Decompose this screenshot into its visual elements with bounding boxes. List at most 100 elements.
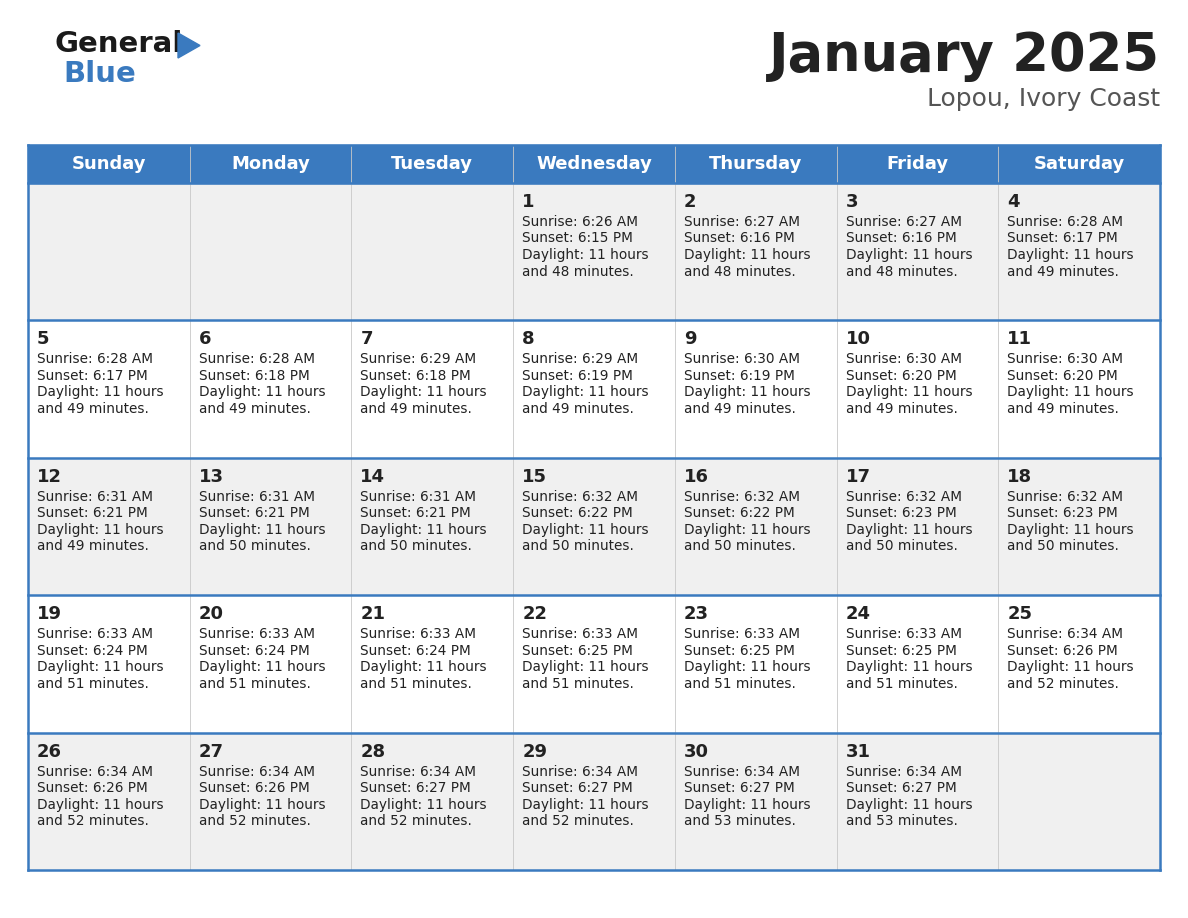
Text: Sunrise: 6:33 AM: Sunrise: 6:33 AM [37,627,153,641]
Text: 2: 2 [684,193,696,211]
Text: Daylight: 11 hours: Daylight: 11 hours [684,798,810,812]
Text: 16: 16 [684,468,709,486]
Text: and 51 minutes.: and 51 minutes. [360,677,473,690]
Text: 8: 8 [523,330,535,349]
Text: 27: 27 [198,743,223,761]
Text: Sunset: 6:18 PM: Sunset: 6:18 PM [360,369,472,383]
Text: Daylight: 11 hours: Daylight: 11 hours [523,522,649,537]
Bar [29,145,1159,183]
Text: Sunset: 6:24 PM: Sunset: 6:24 PM [198,644,309,657]
Text: 9: 9 [684,330,696,349]
Text: Daylight: 11 hours: Daylight: 11 hours [684,248,810,262]
Text: and 49 minutes.: and 49 minutes. [37,402,148,416]
Text: Sunrise: 6:28 AM: Sunrise: 6:28 AM [1007,215,1124,229]
Text: Sunrise: 6:34 AM: Sunrise: 6:34 AM [1007,627,1124,641]
Bar [29,595,1159,733]
Text: Sunset: 6:23 PM: Sunset: 6:23 PM [846,507,956,521]
Text: and 51 minutes.: and 51 minutes. [198,677,310,690]
Bar [29,733,1159,870]
Text: Sunset: 6:16 PM: Sunset: 6:16 PM [684,231,795,245]
Text: Sunrise: 6:31 AM: Sunrise: 6:31 AM [37,490,153,504]
Text: Sunset: 6:20 PM: Sunset: 6:20 PM [846,369,956,383]
Text: 20: 20 [198,605,223,623]
Text: Sunrise: 6:31 AM: Sunrise: 6:31 AM [198,490,315,504]
Text: 30: 30 [684,743,709,761]
Text: Sunrise: 6:30 AM: Sunrise: 6:30 AM [684,353,800,366]
Text: Sunset: 6:26 PM: Sunset: 6:26 PM [1007,644,1118,657]
Text: Sunset: 6:24 PM: Sunset: 6:24 PM [37,644,147,657]
Text: Daylight: 11 hours: Daylight: 11 hours [360,522,487,537]
Text: Sunrise: 6:26 AM: Sunrise: 6:26 AM [523,215,638,229]
Text: and 51 minutes.: and 51 minutes. [37,677,148,690]
Text: 17: 17 [846,468,871,486]
Text: and 50 minutes.: and 50 minutes. [198,539,310,554]
Text: Sunset: 6:27 PM: Sunset: 6:27 PM [684,781,795,795]
Text: Lopou, Ivory Coast: Lopou, Ivory Coast [927,87,1159,111]
Text: Daylight: 11 hours: Daylight: 11 hours [1007,522,1133,537]
Text: Daylight: 11 hours: Daylight: 11 hours [846,798,972,812]
Text: Sunset: 6:20 PM: Sunset: 6:20 PM [1007,369,1118,383]
Polygon shape [178,33,200,58]
Bar [29,320,1159,458]
Text: Sunrise: 6:29 AM: Sunrise: 6:29 AM [523,353,638,366]
Text: Daylight: 11 hours: Daylight: 11 hours [523,798,649,812]
Text: 28: 28 [360,743,386,761]
Text: and 50 minutes.: and 50 minutes. [684,539,796,554]
Text: 5: 5 [37,330,50,349]
Text: Sunset: 6:25 PM: Sunset: 6:25 PM [684,644,795,657]
Text: 19: 19 [37,605,62,623]
Text: Sunrise: 6:32 AM: Sunrise: 6:32 AM [1007,490,1124,504]
Text: and 49 minutes.: and 49 minutes. [1007,264,1119,278]
Text: Sunrise: 6:34 AM: Sunrise: 6:34 AM [523,765,638,778]
Text: and 52 minutes.: and 52 minutes. [360,814,473,828]
Text: Sunset: 6:21 PM: Sunset: 6:21 PM [360,507,472,521]
Text: Sunset: 6:27 PM: Sunset: 6:27 PM [523,781,633,795]
Text: Sunrise: 6:33 AM: Sunrise: 6:33 AM [360,627,476,641]
Text: 21: 21 [360,605,385,623]
Text: 23: 23 [684,605,709,623]
Text: 4: 4 [1007,193,1019,211]
Text: 26: 26 [37,743,62,761]
Text: Sunrise: 6:33 AM: Sunrise: 6:33 AM [684,627,800,641]
Text: Sunset: 6:15 PM: Sunset: 6:15 PM [523,231,633,245]
Text: 31: 31 [846,743,871,761]
Text: and 50 minutes.: and 50 minutes. [846,539,958,554]
Text: 22: 22 [523,605,548,623]
Text: Sunset: 6:25 PM: Sunset: 6:25 PM [846,644,956,657]
Text: Daylight: 11 hours: Daylight: 11 hours [37,522,164,537]
Text: Daylight: 11 hours: Daylight: 11 hours [198,660,326,674]
Text: and 49 minutes.: and 49 minutes. [684,402,796,416]
Text: Sunrise: 6:34 AM: Sunrise: 6:34 AM [198,765,315,778]
Text: 25: 25 [1007,605,1032,623]
Text: Daylight: 11 hours: Daylight: 11 hours [846,660,972,674]
Text: Sunrise: 6:30 AM: Sunrise: 6:30 AM [846,353,961,366]
Text: and 49 minutes.: and 49 minutes. [37,539,148,554]
Text: Sunset: 6:19 PM: Sunset: 6:19 PM [684,369,795,383]
Text: 3: 3 [846,193,858,211]
Text: Sunrise: 6:34 AM: Sunrise: 6:34 AM [37,765,153,778]
Text: Daylight: 11 hours: Daylight: 11 hours [360,798,487,812]
Text: Friday: Friday [886,155,948,173]
Text: and 52 minutes.: and 52 minutes. [198,814,310,828]
Text: Sunset: 6:23 PM: Sunset: 6:23 PM [1007,507,1118,521]
Text: Daylight: 11 hours: Daylight: 11 hours [198,798,326,812]
Text: Daylight: 11 hours: Daylight: 11 hours [684,522,810,537]
Text: Sunrise: 6:29 AM: Sunrise: 6:29 AM [360,353,476,366]
Text: and 51 minutes.: and 51 minutes. [684,677,796,690]
Text: Daylight: 11 hours: Daylight: 11 hours [1007,660,1133,674]
Text: and 48 minutes.: and 48 minutes. [523,264,634,278]
Text: Daylight: 11 hours: Daylight: 11 hours [523,248,649,262]
Text: Daylight: 11 hours: Daylight: 11 hours [360,660,487,674]
Text: Sunset: 6:21 PM: Sunset: 6:21 PM [198,507,309,521]
Text: Sunset: 6:19 PM: Sunset: 6:19 PM [523,369,633,383]
Text: Sunset: 6:22 PM: Sunset: 6:22 PM [523,507,633,521]
Text: 18: 18 [1007,468,1032,486]
Text: Daylight: 11 hours: Daylight: 11 hours [684,660,810,674]
Text: Monday: Monday [232,155,310,173]
Text: Daylight: 11 hours: Daylight: 11 hours [523,660,649,674]
Text: and 49 minutes.: and 49 minutes. [1007,402,1119,416]
Text: 12: 12 [37,468,62,486]
Text: Sunset: 6:22 PM: Sunset: 6:22 PM [684,507,795,521]
Text: Sunset: 6:17 PM: Sunset: 6:17 PM [37,369,147,383]
Text: and 53 minutes.: and 53 minutes. [846,814,958,828]
